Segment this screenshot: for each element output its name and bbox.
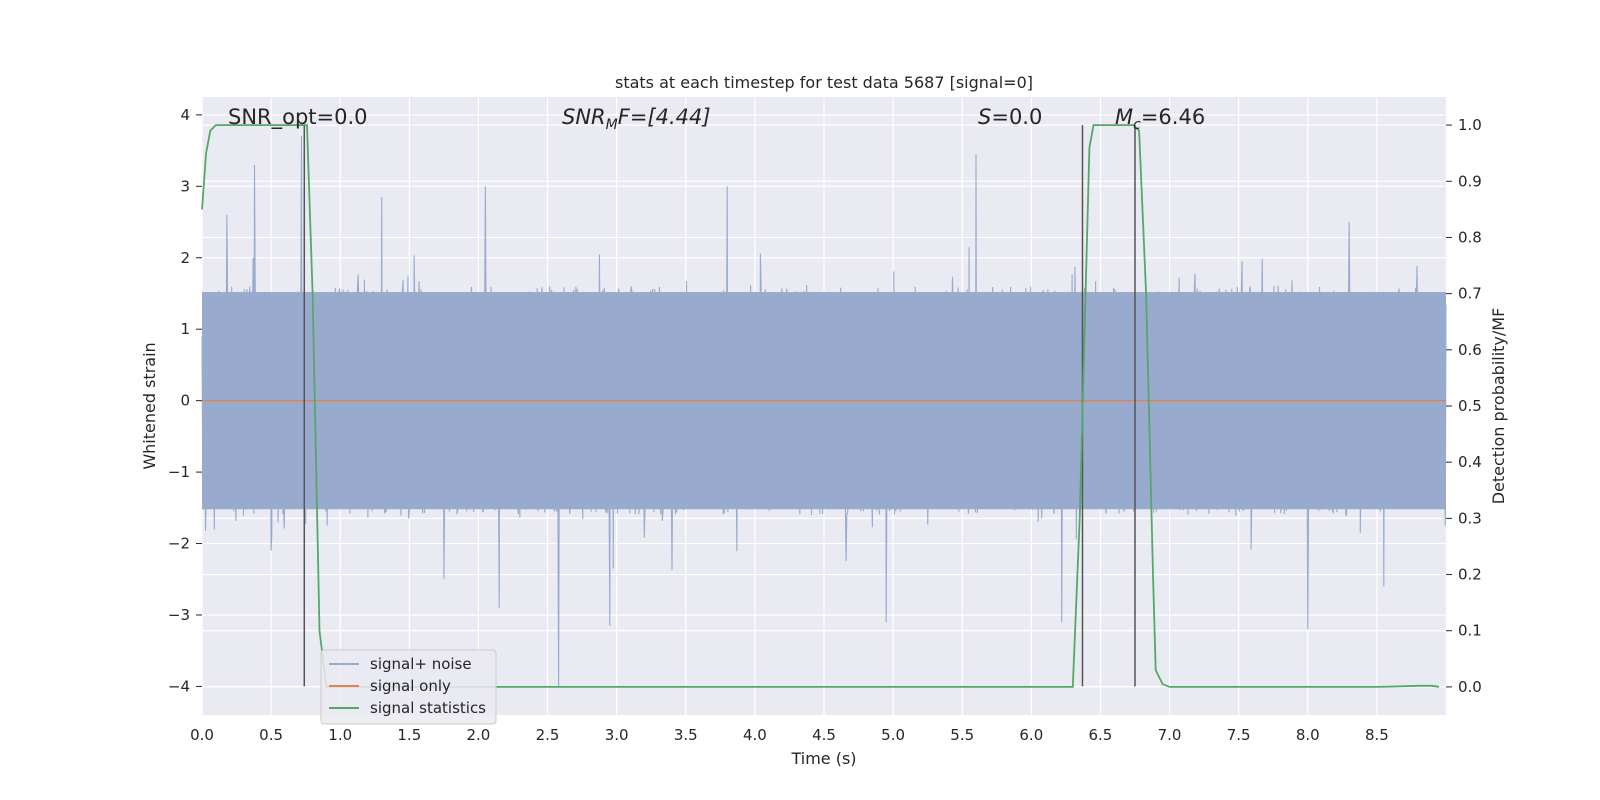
- x-tick-label: 4.5: [812, 726, 836, 744]
- y-axis-label: Whitened strain: [140, 342, 159, 469]
- y-right-tick-label: 0.7: [1458, 285, 1482, 303]
- y-right-tick-label: 0.9: [1458, 172, 1482, 190]
- y-right-tick-label: 0.1: [1458, 622, 1482, 640]
- series-signal-statistics: [201, 124, 1440, 688]
- chart-title: stats at each timestep for test data 568…: [615, 73, 1033, 92]
- y-right-tick-label: 1.0: [1458, 116, 1482, 134]
- y-right-tick-label: 0.0: [1458, 678, 1482, 696]
- x-tick-label: 5.0: [881, 726, 905, 744]
- y-right-tick-label: 0.4: [1458, 453, 1482, 471]
- y-right-axis-label: Detection probability/MF: [1489, 308, 1508, 505]
- y-right-tick-label: 0.6: [1458, 341, 1482, 359]
- legend-label-signal-only: signal only: [370, 677, 451, 695]
- x-tick-label: 4.0: [743, 726, 767, 744]
- x-tick-label: 7.0: [1158, 726, 1182, 744]
- y-right-tick-label: 0.8: [1458, 228, 1482, 246]
- x-tick-label: 6.0: [1019, 726, 1043, 744]
- x-tick-label: 6.5: [1089, 726, 1113, 744]
- y-tick-label: −2: [168, 535, 190, 553]
- x-tick-label: 5.5: [950, 726, 974, 744]
- y-right-axis-ticks: 1.0 0.9 0.8 0.7 0.6 0.5 0.4 0.3 0.2 0.1 0.0: [1446, 116, 1482, 696]
- x-tick-label: 1.0: [328, 726, 352, 744]
- x-tick-label: 8.0: [1296, 726, 1320, 744]
- legend-box: [320, 649, 497, 725]
- y-tick-label: 0: [180, 392, 190, 410]
- y-tick-label: 1: [180, 320, 190, 338]
- legend: signal+ noise signal only signal statist…: [320, 649, 497, 725]
- annotation-snr-mf: SNRMF=[4.44]: [562, 105, 711, 133]
- annotation-mc: Mc=6.46: [1115, 105, 1205, 133]
- y-axis-ticks: 4 3 2 1 0 −1 −2 −3 −4: [168, 106, 202, 695]
- legend-label-signal-noise: signal+ noise: [370, 655, 472, 673]
- y-tick-label: 2: [180, 249, 190, 267]
- legend-label-signal-statistics: signal statistics: [370, 699, 486, 717]
- y-right-tick-label: 0.2: [1458, 566, 1482, 584]
- y-tick-label: 4: [180, 106, 190, 124]
- y-tick-label: −4: [168, 677, 190, 695]
- y-right-tick-label: 0.3: [1458, 509, 1482, 527]
- x-tick-label: 7.5: [1227, 726, 1251, 744]
- y-right-tick-label: 0.5: [1458, 397, 1482, 415]
- y-tick-label: −1: [168, 463, 190, 481]
- x-tick-label: 1.5: [397, 726, 421, 744]
- y-tick-label: −3: [168, 606, 190, 624]
- x-tick-label: 2.0: [467, 726, 491, 744]
- x-tick-label: 2.5: [536, 726, 560, 744]
- x-axis-ticks: 0.0 0.5 1.0 1.5 2.0 2.5 3.0 3.5 4.0 4.5 5.0 5.5 6.0 6…: [190, 726, 1389, 744]
- x-tick-label: 0.0: [190, 726, 214, 744]
- x-tick-label: 8.5: [1365, 726, 1389, 744]
- x-tick-label: 0.5: [259, 726, 283, 744]
- noise-trace: [201, 136, 1447, 687]
- x-tick-label: 3.0: [605, 726, 629, 744]
- x-tick-label: 3.5: [674, 726, 698, 744]
- annotation-s: S=0.0: [978, 105, 1042, 129]
- annotation-snr-opt: SNR_opt=0.0: [228, 105, 368, 130]
- y-tick-label: 3: [180, 177, 190, 195]
- x-axis-label: Time (s): [790, 749, 856, 768]
